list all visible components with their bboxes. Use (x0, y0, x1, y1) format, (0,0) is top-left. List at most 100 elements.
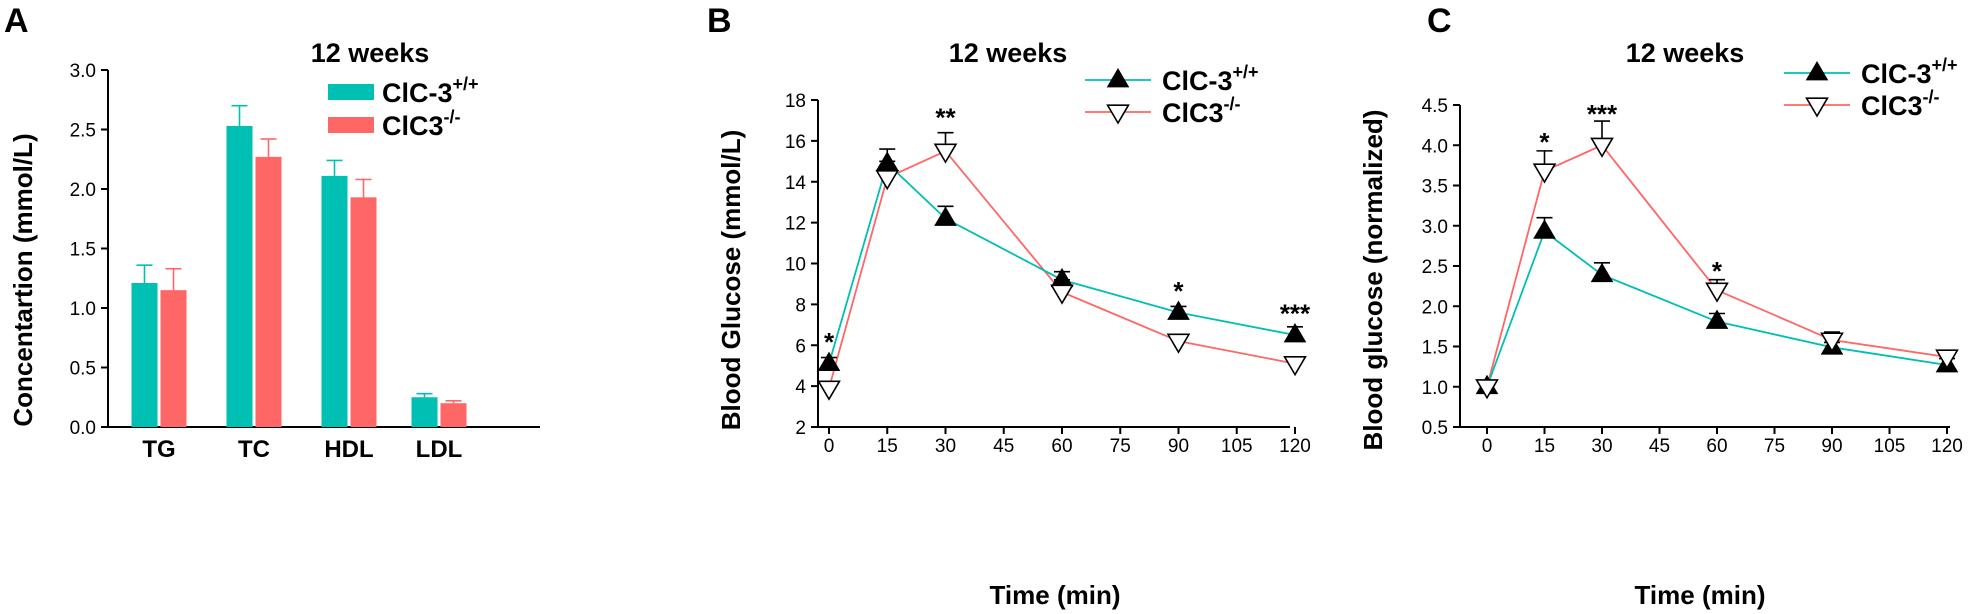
panel-c-marker-wt (1705, 309, 1729, 329)
panel-c-legend-marker (1805, 61, 1829, 81)
panel-a-bar (350, 197, 377, 427)
panel-b-y-axis-label: Blood Glucose (mmol/L) (716, 130, 746, 430)
panel-c-legend-label-name: ClC3 (1861, 91, 1923, 121)
panel-a-y-tick-label: 0.0 (70, 418, 96, 439)
panel-a-y-tick-label: 0.5 (70, 359, 96, 380)
panel-a-category-label: TC (238, 436, 270, 463)
panel-c-y-tick-label: 3.5 (1422, 177, 1448, 198)
panel-c-series-line-wt (1486, 229, 1948, 388)
panel-b-x-tick-label: 60 (1051, 436, 1072, 457)
panel-a-error-bar (165, 267, 182, 291)
panel-b-significance-label: *** (1280, 299, 1311, 329)
panel-b-legend-label-name: ClC-3 (1162, 66, 1233, 96)
panel-a-bar (160, 290, 187, 427)
panel-letter-b: B (707, 2, 732, 40)
panel-c-title: 12 weeks (1626, 38, 1745, 68)
panel-c-marker-wt (1533, 219, 1556, 239)
panel-c-legend-label: ClC-3+/+ (1861, 55, 1958, 89)
panel-b-legend-label-name: ClC3 (1162, 98, 1224, 128)
panel-c-legend-label-name: ClC-3 (1861, 59, 1932, 89)
panel-a-legend-label-genotype: +/+ (453, 74, 479, 94)
panel-c: C 12 weeks Blood glucose (normalized) Ti… (1358, 2, 1963, 610)
panel-b-y-tick-label: 2 (795, 418, 806, 439)
panel-c-x-tick-label: 120 (1931, 436, 1963, 457)
panel-b-x-tick-label: 0 (824, 436, 835, 457)
panel-b-y-tick-label: 4 (795, 377, 806, 398)
panel-c-y-axis-label: Blood glucose (normalized) (1358, 110, 1388, 451)
panel-b-marker-ko (1283, 356, 1307, 377)
panel-a-y-tick-label: 1.0 (70, 299, 96, 320)
panel-b-marker-ko (875, 170, 900, 191)
panel-b-y-tick-label: 10 (785, 255, 806, 276)
panel-c-x-tick-label: 90 (1821, 436, 1842, 457)
panel-a-error-bar (326, 159, 343, 176)
panel-b-x-tick-label: 75 (1110, 436, 1131, 457)
panel-b-y-tick-label: 14 (785, 173, 807, 194)
panel-c-y-tick-label: 2.5 (1422, 257, 1448, 278)
panel-a-bar (321, 175, 348, 427)
panel-c-x-tick-label: 45 (1649, 436, 1670, 457)
panel-a-title: 12 weeks (311, 38, 430, 68)
panel-b-legend-marker (1106, 104, 1130, 125)
panel-b-title: 12 weeks (949, 38, 1068, 68)
panel-b-y-tick-label: 6 (795, 336, 806, 357)
panel-b-marker-ko (1050, 284, 1074, 305)
panel-c-legend-label-genotype: +/+ (1932, 55, 1958, 75)
panel-b-y-tick-label: 18 (785, 91, 806, 112)
panel-b-y-tick-label: 16 (785, 132, 806, 153)
panel-b-legend-label: ClC-3+/+ (1162, 62, 1259, 96)
panel-c-x-tick-label: 60 (1706, 436, 1727, 457)
panel-c-marker-ko (1820, 332, 1844, 353)
panel-c-legend-label-genotype: -/- (1923, 87, 1940, 107)
panel-c-significance-label: *** (1587, 99, 1618, 129)
panel-a-y-tick-label: 1.5 (70, 240, 96, 261)
panel-b-significance-label: * (1173, 276, 1184, 306)
panel-c-marker-ko (1935, 349, 1959, 370)
panel-a-legend-label-name: ClC-3 (382, 78, 453, 108)
panel-b-x-tick-label: 30 (935, 436, 956, 457)
panel-a-category-label: TG (142, 436, 175, 463)
panel-b-x-axis-label: Time (min) (990, 580, 1121, 610)
panel-c-significance-label: * (1712, 256, 1723, 286)
panel-c-series-line-ko (1486, 144, 1948, 387)
panel-b-legend-marker (1106, 68, 1130, 88)
panel-c-legend-label: ClC3-/- (1861, 87, 1940, 121)
panel-c-marker-wt (1590, 262, 1614, 283)
panel-c-y-tick-label: 1.5 (1422, 338, 1448, 359)
panel-b-significance-label: * (824, 327, 835, 357)
panel-c-legend-marker (1805, 97, 1829, 118)
panel-b-series-line-wt (828, 161, 1296, 364)
panel-b-legend-label: ClC3-/- (1162, 94, 1241, 128)
panel-a-bar (411, 397, 438, 427)
panel-c-x-tick-label: 30 (1591, 436, 1612, 457)
panel-c-significance-label: * (1539, 127, 1550, 157)
panel-b-series-line-ko (828, 149, 1296, 389)
panel-a-error-bar (445, 400, 462, 404)
panel-a-error-bar (136, 264, 153, 284)
panel-a-legend-swatch (328, 84, 374, 100)
panel-c-x-axis-label: Time (min) (1635, 580, 1766, 610)
panel-a-y-tick-label: 3.0 (70, 61, 96, 82)
panel-b-marker-ko (817, 380, 841, 401)
panel-c-y-tick-label: 2.0 (1422, 297, 1448, 318)
panel-a-bar (226, 125, 253, 428)
panel-b-y-tick-label: 12 (785, 214, 806, 235)
panel-c-x-tick-label: 75 (1764, 436, 1785, 457)
panel-c-y-tick-label: 1.0 (1422, 378, 1448, 399)
panel-a-error-bar (260, 138, 277, 157)
panel-b-significance-label: ** (935, 102, 956, 132)
panel-c-x-tick-label: 105 (1874, 436, 1906, 457)
panel-b-x-tick-label: 105 (1221, 436, 1253, 457)
panel-a-legend-label: ClC3-/- (382, 107, 461, 141)
panel-c-x-tick-label: 0 (1482, 436, 1493, 457)
panel-b-x-tick-label: 45 (993, 436, 1014, 457)
panel-a-legend-swatch (328, 117, 374, 133)
panel-a-legend-label-genotype: -/- (444, 107, 461, 127)
panel-a-category-label: LDL (416, 436, 463, 463)
panel-letter-a: A (4, 2, 29, 40)
panel-c-y-tick-label: 4.5 (1422, 96, 1448, 117)
panel-a-category-label: HDL (324, 436, 373, 463)
panel-a-legend-label-name: ClC3 (382, 111, 444, 141)
panel-b-marker-ko (933, 143, 958, 164)
panel-letter-c: C (1427, 2, 1452, 40)
